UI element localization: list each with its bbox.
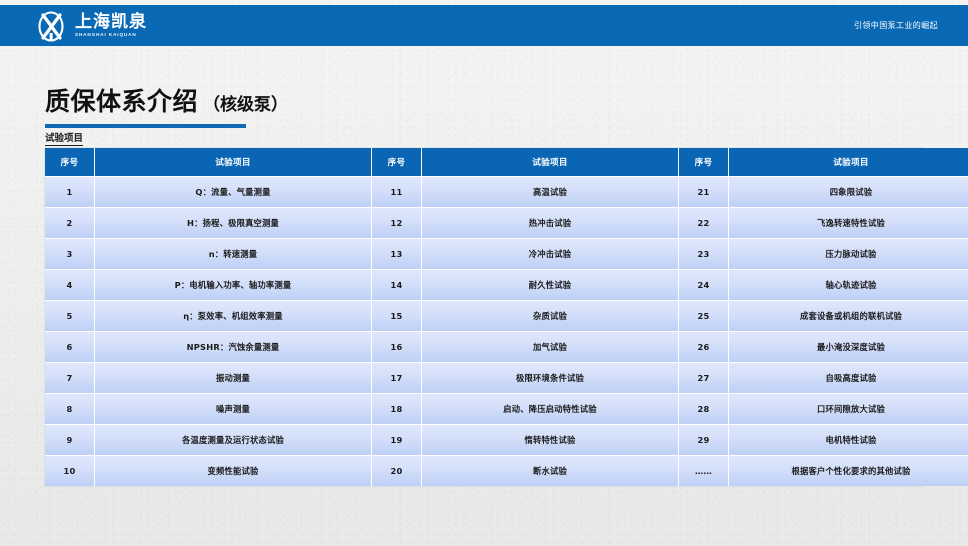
cell-no: 29 [679, 425, 729, 456]
table-row: 2 H：扬程、极限真空测量 12 热冲击试验 22 飞逸转速特性试验 [45, 208, 968, 239]
column-header-no-3: 序号 [679, 148, 729, 177]
cell-item: 热冲击试验 [422, 208, 679, 239]
cell-item: 根据客户个性化要求的其他试验 [729, 456, 968, 486]
cell-no: 22 [679, 208, 729, 239]
cell-item: 电机特性试验 [729, 425, 968, 456]
cell-no: 26 [679, 332, 729, 363]
page-title: 质保体系介绍 （核级泵） [45, 82, 288, 128]
table-header-row: 序号 试验项目 序号 试验项目 序号 试验项目 [45, 148, 968, 177]
cell-item: 成套设备或机组的联机试验 [729, 301, 968, 332]
cell-no: 19 [372, 425, 422, 456]
cell-no: 20 [372, 456, 422, 486]
cell-no: 5 [45, 301, 95, 332]
logo-english-name: SHANGHAI KAIQUAN [75, 32, 137, 38]
cell-item: 惰转特性试验 [422, 425, 679, 456]
cell-item: 噪声测量 [95, 394, 372, 425]
table-row: 9 各温度测量及运行状态试验 19 惰转特性试验 29 电机特性试验 [45, 425, 968, 456]
cell-no: 24 [679, 270, 729, 301]
cell-item: 变频性能试验 [95, 456, 372, 486]
cell-no: 7 [45, 363, 95, 394]
column-header-item-3: 试验项目 [729, 148, 968, 177]
cell-item: 启动、降压启动特性试验 [422, 394, 679, 425]
cell-no: 17 [372, 363, 422, 394]
cell-no: 4 [45, 270, 95, 301]
kaiquan-logo-icon [36, 10, 70, 42]
cell-item: 口环间隙放大试验 [729, 394, 968, 425]
title-underline-rule [45, 124, 246, 128]
test-items-table: 序号 试验项目 序号 试验项目 序号 试验项目 1 Q：流量、气量测量 11 高… [45, 148, 968, 486]
cell-item: n：转速测量 [95, 239, 372, 270]
column-header-item-2: 试验项目 [422, 148, 679, 177]
cell-no: …… [679, 456, 729, 486]
table-row: 7 振动测量 17 极限环境条件试验 27 自吸高度试验 [45, 363, 968, 394]
cell-item: 飞逸转速特性试验 [729, 208, 968, 239]
cell-item: 耐久性试验 [422, 270, 679, 301]
cell-item: Q：流量、气量测量 [95, 177, 372, 208]
cell-item: 极限环境条件试验 [422, 363, 679, 394]
table-row: 8 噪声测量 18 启动、降压启动特性试验 28 口环间隙放大试验 [45, 394, 968, 425]
cell-no: 14 [372, 270, 422, 301]
cell-item: 杂质试验 [422, 301, 679, 332]
title-line: 质保体系介绍 （核级泵） [45, 82, 288, 118]
column-header-item-1: 试验项目 [95, 148, 372, 177]
cell-item: 自吸高度试验 [729, 363, 968, 394]
cell-no: 25 [679, 301, 729, 332]
cell-item: 各温度测量及运行状态试验 [95, 425, 372, 456]
cell-no: 23 [679, 239, 729, 270]
company-logo: 上海凯泉 SHANGHAI KAIQUAN [36, 9, 147, 43]
table-body: 1 Q：流量、气量测量 11 高温试验 21 四象限试验 2 H：扬程、极限真空… [45, 177, 968, 486]
table-row: 4 P：电机输入功率、轴功率测量 14 耐久性试验 24 轴心轨迹试验 [45, 270, 968, 301]
cell-item: 冷冲击试验 [422, 239, 679, 270]
cell-no: 1 [45, 177, 95, 208]
cell-no: 28 [679, 394, 729, 425]
cell-item: H：扬程、极限真空测量 [95, 208, 372, 239]
cell-item: 加气试验 [422, 332, 679, 363]
cell-no: 3 [45, 239, 95, 270]
table-row: 3 n：转速测量 13 冷冲击试验 23 压力脉动试验 [45, 239, 968, 270]
cell-item: 压力脉动试验 [729, 239, 968, 270]
cell-item: 高温试验 [422, 177, 679, 208]
table-row: 5 η：泵效率、机组效率测量 15 杂质试验 25 成套设备或机组的联机试验 [45, 301, 968, 332]
cell-no: 13 [372, 239, 422, 270]
cell-no: 15 [372, 301, 422, 332]
cell-no: 27 [679, 363, 729, 394]
cell-item: 四象限试验 [729, 177, 968, 208]
banner-slogan: 引领中国泵工业的崛起 [854, 21, 938, 30]
table-row: 10 变频性能试验 20 断水试验 …… 根据客户个性化要求的其他试验 [45, 456, 968, 486]
cell-item: 断水试验 [422, 456, 679, 486]
cell-no: 18 [372, 394, 422, 425]
cell-no: 21 [679, 177, 729, 208]
cell-item: P：电机输入功率、轴功率测量 [95, 270, 372, 301]
cell-no: 10 [45, 456, 95, 486]
cell-no: 12 [372, 208, 422, 239]
cell-no: 2 [45, 208, 95, 239]
section-label: 试验项目 [45, 130, 84, 146]
cell-no: 16 [372, 332, 422, 363]
cell-no: 9 [45, 425, 95, 456]
cell-item: η：泵效率、机组效率测量 [95, 301, 372, 332]
title-main-text: 质保体系介绍 [45, 87, 199, 116]
test-items-table-wrapper: 序号 试验项目 序号 试验项目 序号 试验项目 1 Q：流量、气量测量 11 高… [45, 148, 968, 486]
cell-item: 最小淹没深度试验 [729, 332, 968, 363]
cell-no: 6 [45, 332, 95, 363]
table-row: 1 Q：流量、气量测量 11 高温试验 21 四象限试验 [45, 177, 968, 208]
table-row: 6 NPSHR：汽蚀余量测量 16 加气试验 26 最小淹没深度试验 [45, 332, 968, 363]
logo-chinese-name: 上海凯泉 [75, 11, 147, 32]
logo-wordmark: 上海凯泉 SHANGHAI KAIQUAN [75, 11, 147, 38]
top-banner: 上海凯泉 SHANGHAI KAIQUAN 引领中国泵工业的崛起 [0, 5, 968, 46]
cell-no: 8 [45, 394, 95, 425]
cell-no: 11 [372, 177, 422, 208]
title-sub-text: （核级泵） [203, 95, 289, 115]
column-header-no-1: 序号 [45, 148, 95, 177]
cell-item: NPSHR：汽蚀余量测量 [95, 332, 372, 363]
column-header-no-2: 序号 [372, 148, 422, 177]
cell-item: 振动测量 [95, 363, 372, 394]
cell-item: 轴心轨迹试验 [729, 270, 968, 301]
